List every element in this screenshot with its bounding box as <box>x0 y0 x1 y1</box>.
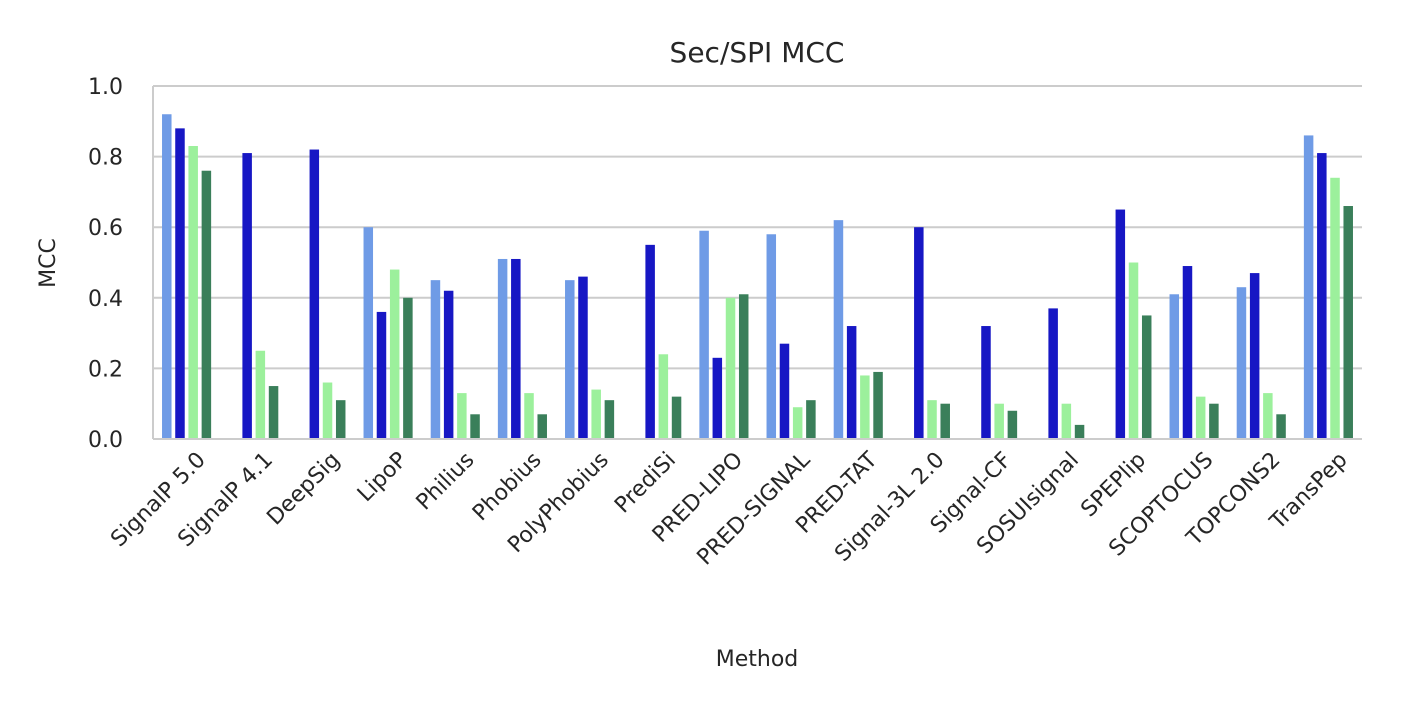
bar <box>1276 414 1286 439</box>
bar <box>725 297 736 439</box>
bar <box>242 153 252 439</box>
bar <box>1249 273 1260 439</box>
x-tick-label: DeepSig <box>262 448 345 531</box>
bar <box>537 414 547 439</box>
bar <box>389 269 400 439</box>
bar <box>1182 266 1193 439</box>
bar <box>792 407 803 439</box>
bar <box>524 393 534 439</box>
bar <box>1317 153 1327 439</box>
bar <box>779 343 790 439</box>
bar <box>738 294 749 439</box>
bar <box>322 382 333 439</box>
bar <box>335 400 346 439</box>
bar <box>363 227 374 439</box>
bar <box>511 258 521 439</box>
y-tick-label: 0.0 <box>88 428 123 453</box>
bar <box>1263 393 1273 439</box>
bar <box>604 400 615 439</box>
bar <box>175 128 185 440</box>
x-axis-label: Method <box>716 647 799 672</box>
bar <box>497 258 508 439</box>
bar <box>1007 410 1018 439</box>
bar <box>1169 294 1180 439</box>
bar <box>470 414 480 439</box>
y-tick-label: 1.0 <box>88 75 123 100</box>
y-tick-labels: 0.0 0.2 0.4 0.6 0.8 1.0 <box>88 75 123 453</box>
x-tick-label: PRED-SIGNAL <box>693 447 816 570</box>
chart-title: Sec/SPI MCC <box>670 36 845 69</box>
bar <box>806 400 816 439</box>
bar <box>927 400 937 439</box>
bar <box>1128 262 1139 439</box>
bar <box>1061 403 1072 439</box>
bar <box>565 280 575 439</box>
bar <box>1236 287 1247 439</box>
bar <box>860 375 870 439</box>
bar <box>309 149 320 440</box>
bar <box>457 393 467 439</box>
x-tick-label: Philius <box>412 448 480 516</box>
bars <box>162 114 1353 440</box>
bar <box>914 227 924 439</box>
bar <box>1141 315 1152 439</box>
bar <box>1115 209 1126 439</box>
bar <box>766 234 777 439</box>
bar <box>443 290 454 439</box>
y-tick-label: 0.8 <box>88 146 123 171</box>
bar <box>255 350 266 439</box>
bar <box>671 396 682 439</box>
bar <box>833 220 844 439</box>
bar <box>201 170 212 439</box>
y-tick-label: 0.4 <box>88 287 123 312</box>
bar <box>1048 308 1058 439</box>
y-tick-label: 0.2 <box>88 357 123 382</box>
bar <box>188 146 198 439</box>
bar <box>1330 177 1340 439</box>
bar <box>376 311 387 439</box>
bar <box>268 386 279 439</box>
bar <box>1195 396 1206 439</box>
bar <box>846 326 857 439</box>
axes <box>152 86 1362 440</box>
bar <box>699 230 709 439</box>
gridlines <box>153 85 1362 370</box>
bar <box>578 276 588 439</box>
y-axis-label: MCC <box>36 238 61 288</box>
bar <box>981 326 991 439</box>
bar <box>645 244 655 439</box>
y-tick-label: 0.6 <box>88 216 123 241</box>
bar <box>591 389 601 439</box>
bar <box>994 403 1004 439</box>
bar <box>162 114 172 440</box>
bar <box>1303 135 1314 440</box>
x-tick-label: LipoP <box>353 448 412 507</box>
bar <box>403 297 413 439</box>
bar <box>873 371 883 439</box>
bar <box>940 403 950 439</box>
bar <box>430 280 441 439</box>
bar <box>1343 206 1353 439</box>
bar <box>658 354 669 439</box>
bar <box>1074 424 1085 439</box>
bar <box>712 357 723 439</box>
bar <box>1209 403 1219 439</box>
